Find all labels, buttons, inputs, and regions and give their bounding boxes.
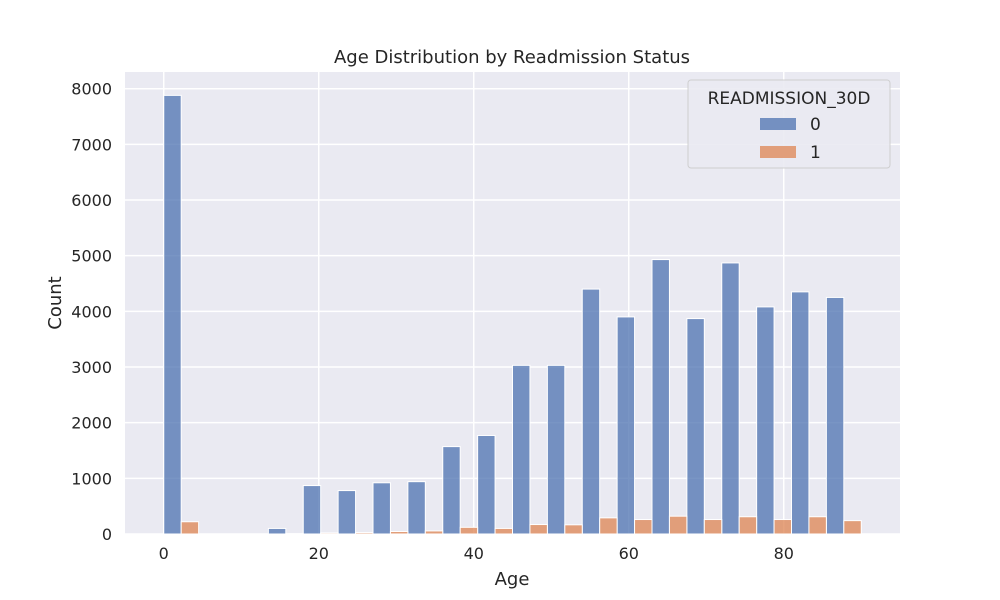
bar-series-0 — [616, 316, 636, 535]
x-tick-label: 60 — [619, 544, 639, 563]
bar-series-1 — [773, 519, 792, 535]
y-axis-ticks: 0 1000 2000 3000 4000 5000 6000 7000 8000 — [71, 80, 112, 544]
legend-title: READMISSION_30D — [708, 89, 871, 109]
bar-series-1 — [564, 524, 583, 535]
bar-series-1 — [180, 521, 200, 535]
bar-series-1 — [424, 530, 444, 535]
y-tick-label: 0 — [102, 525, 112, 544]
bar-series-0 — [442, 446, 461, 535]
legend-label-1: 1 — [810, 143, 821, 163]
bar-series-0 — [756, 306, 775, 535]
y-tick-label: 4000 — [71, 302, 112, 321]
bar-series-0 — [337, 490, 357, 535]
bar-series-1 — [389, 530, 409, 535]
bar-series-0 — [372, 482, 391, 535]
bar-series-1 — [320, 532, 339, 535]
y-tick-label: 8000 — [71, 80, 112, 99]
bar-series-1 — [494, 527, 513, 535]
bar-series-1 — [459, 526, 479, 535]
y-axis-label: Count — [45, 276, 66, 329]
bar-series-0 — [721, 262, 740, 535]
bar-series-1 — [355, 532, 374, 535]
bar-series-1 — [529, 524, 548, 535]
bar-series-1 — [634, 519, 653, 535]
bar-series-0 — [477, 434, 496, 535]
legend-swatch-1 — [760, 146, 796, 158]
bar-series-1 — [843, 520, 862, 535]
chart-title: Age Distribution by Readmission Status — [334, 47, 690, 68]
bars — [163, 94, 862, 535]
legend-label-0: 0 — [810, 115, 821, 135]
bar-series-0 — [825, 296, 845, 535]
x-axis-label: Age — [495, 569, 530, 590]
x-tick-label: 20 — [309, 544, 329, 563]
legend: READMISSION_30D 0 1 — [687, 79, 891, 169]
bar-series-1 — [668, 515, 688, 535]
legend-swatch-0 — [760, 118, 796, 130]
x-tick-label: 80 — [774, 544, 794, 563]
y-tick-label: 3000 — [71, 358, 112, 377]
bar-series-1 — [738, 516, 758, 535]
bar-series-0 — [407, 481, 426, 535]
bar-series-1 — [599, 517, 618, 535]
bar-series-0 — [686, 318, 705, 535]
bar-series-0 — [302, 485, 322, 535]
bar-series-0 — [163, 94, 182, 535]
y-tick-label: 6000 — [71, 191, 112, 210]
bar-series-0 — [651, 259, 670, 535]
x-tick-label: 0 — [159, 544, 169, 563]
y-tick-label: 1000 — [71, 469, 112, 488]
bar-series-0 — [791, 291, 810, 535]
bar-series-1 — [703, 519, 723, 535]
bar-series-1 — [808, 516, 827, 535]
bar-series-0 — [546, 364, 566, 535]
bar-series-0 — [581, 288, 601, 535]
bar-series-0 — [512, 364, 531, 535]
y-tick-label: 5000 — [71, 247, 112, 266]
y-tick-label: 7000 — [71, 135, 112, 154]
y-tick-label: 2000 — [71, 414, 112, 433]
x-tick-label: 40 — [464, 544, 484, 563]
bar-series-0 — [267, 527, 287, 535]
x-axis-ticks: 0 20 40 60 80 — [159, 544, 794, 563]
